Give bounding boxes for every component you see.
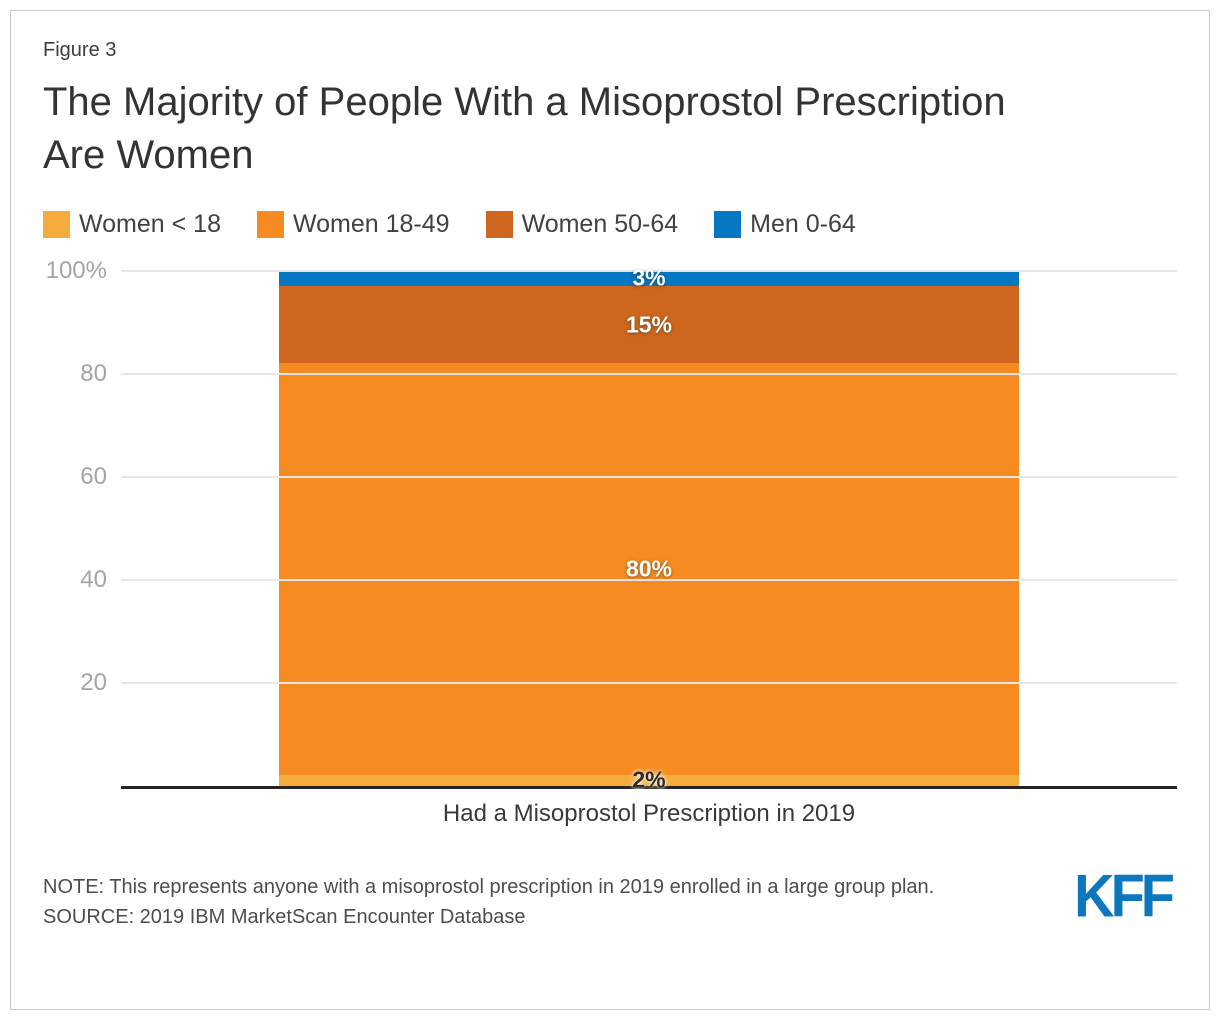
plot-area: 3% 15% 80% 2% 100% 80 60 40 20 <box>46 257 1177 793</box>
legend-item-women-50-64[interactable]: Women 50-64 <box>485 209 679 239</box>
footnotes: NOTE: This represents anyone with a miso… <box>43 872 934 932</box>
legend-swatch-icon <box>714 210 742 238</box>
legend-item-men-0-64[interactable]: Men 0-64 <box>714 210 856 239</box>
legend-item-women-18[interactable]: Women < 18 <box>43 210 221 239</box>
legend-item-women-18-49[interactable]: Women 18-49 <box>256 209 450 239</box>
kff-logo: KFF <box>1074 861 1175 930</box>
ytick-label-100: 100% <box>45 256 107 284</box>
ytick-label-40: 40 <box>80 565 107 593</box>
chart-area: 3% 15% 80% 2% 100% 80 60 40 20 Had a Misoprosto… <box>43 257 1177 828</box>
bar-segment-men-0-64[interactable]: 3% <box>279 265 1019 291</box>
legend-swatch-icon <box>256 210 284 238</box>
legend-label: Women 50-64 <box>521 209 679 238</box>
legend-label: Women < 18 <box>79 209 221 238</box>
data-label-men-0-64: 3% <box>632 264 666 291</box>
source-text: SOURCE: 2019 IBM MarketScan Encounter Da… <box>43 905 526 928</box>
gridline-80 <box>121 372 1177 375</box>
ytick-label-60: 60 <box>80 462 107 490</box>
bar-segment-women-18[interactable]: 2% <box>279 767 1019 793</box>
gridline-20 <box>121 681 1177 684</box>
footer: NOTE: This represents anyone with a miso… <box>43 861 1177 932</box>
gridline-100 <box>121 269 1177 272</box>
legend-swatch-icon <box>485 210 513 238</box>
data-label-women-50-64: 15% <box>625 311 673 338</box>
figure-label: Figure 3 <box>43 39 117 61</box>
legend-swatch-icon <box>43 210 70 238</box>
data-label-women-18-49: 80% <box>625 555 673 582</box>
chart-title: The Majority of People With a Misoprosto… <box>43 80 1006 177</box>
bar-segment-women-50-64[interactable]: 15% <box>279 286 1019 364</box>
data-label-women-18: 2% <box>632 766 666 793</box>
legend-label: Men 0-64 <box>750 209 856 238</box>
note-text: NOTE: This represents anyone with a miso… <box>43 875 935 898</box>
stacked-bar: 3% 15% 80% 2% <box>279 265 1019 793</box>
legend-label: Women 18-49 <box>292 209 450 238</box>
figure-frame: Figure 3 The Majority of People With a M… <box>10 10 1210 1010</box>
chart-legend: Women < 18 Women 18-49 Women 50-64 Men 0-64 <box>43 210 1177 239</box>
x-axis-label: Had a Misoprostol Prescription in 2019 <box>442 799 856 827</box>
ytick-label-80: 80 <box>80 359 107 387</box>
bar-segment-women-18-49[interactable]: 80% <box>279 363 1019 776</box>
gridline-40 <box>121 578 1177 581</box>
ytick-label-20: 20 <box>80 668 107 696</box>
gridline-60 <box>121 475 1177 478</box>
